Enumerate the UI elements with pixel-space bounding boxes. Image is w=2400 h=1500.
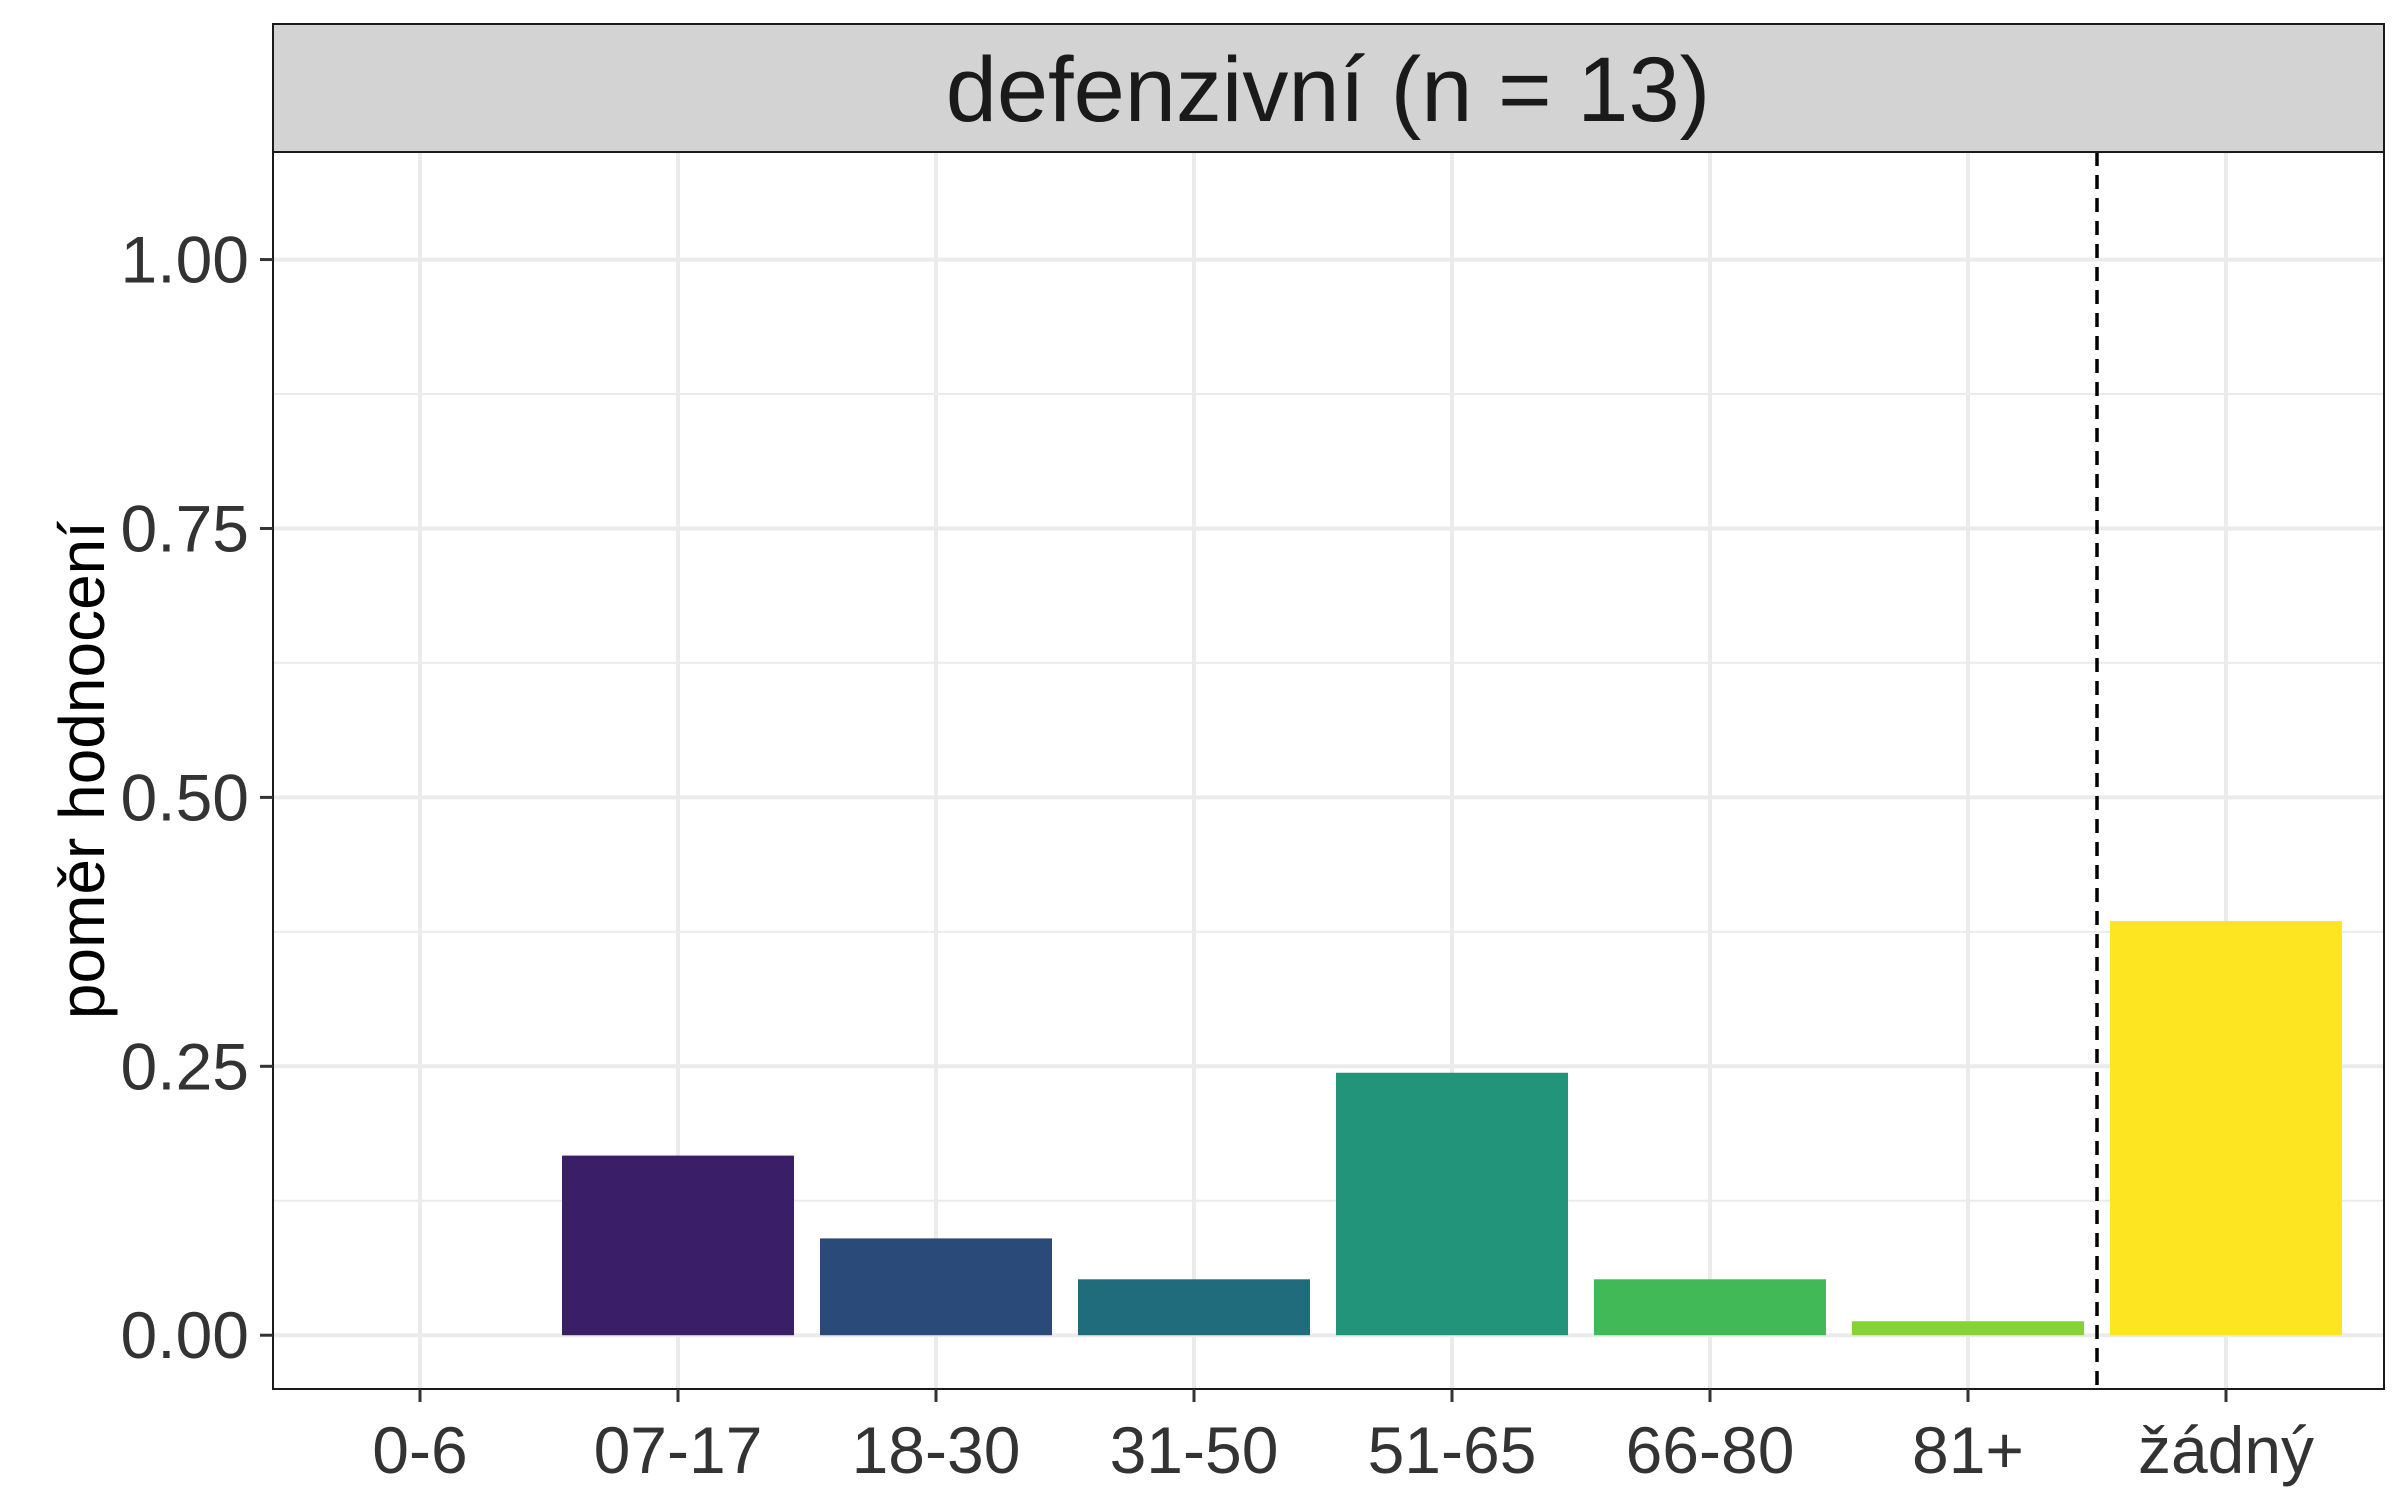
y-axis-title: poměr hodnocení: [46, 521, 118, 1019]
bar-66-80: [1594, 1279, 1826, 1336]
y-tick-label: 0.75: [121, 491, 249, 565]
bar-18-30: [820, 1238, 1052, 1336]
panel-border: [272, 151, 2385, 1390]
facet-strip-title: defenzivní (n = 13): [946, 39, 1711, 141]
bar-žádný: [2110, 921, 2342, 1336]
y-tick-label: 1.00: [121, 223, 249, 297]
x-tick-label: 81+: [1912, 1413, 2024, 1487]
facet-strip: [272, 23, 2385, 153]
y-tick-label: 0.50: [121, 760, 249, 834]
y-axis: 0.00 0.25 0.50 0.75 1.00: [121, 223, 273, 1372]
x-axis: 0-6 07-17 18-30 31-50 51-65 66-80 81+ žádný: [372, 1389, 2314, 1487]
x-tick-label: 0-6: [372, 1413, 467, 1487]
bar-51-65: [1336, 1072, 1568, 1336]
bar-81+: [1852, 1321, 2084, 1336]
x-tick-label: 66-80: [1626, 1413, 1795, 1487]
x-tick-label: 18-30: [852, 1413, 1021, 1487]
grid-lines: [273, 152, 2384, 1389]
bar-31-50: [1078, 1279, 1310, 1336]
x-tick-label: 07-17: [594, 1413, 763, 1487]
y-tick-label: 0.00: [121, 1298, 249, 1372]
bars: [562, 921, 2342, 1336]
y-tick-label: 0.25: [121, 1029, 249, 1103]
bar-07-17: [562, 1155, 794, 1336]
x-tick-label: žádný: [2138, 1413, 2314, 1487]
x-tick-label: 31-50: [1110, 1413, 1279, 1487]
x-tick-label: 51-65: [1368, 1413, 1537, 1487]
